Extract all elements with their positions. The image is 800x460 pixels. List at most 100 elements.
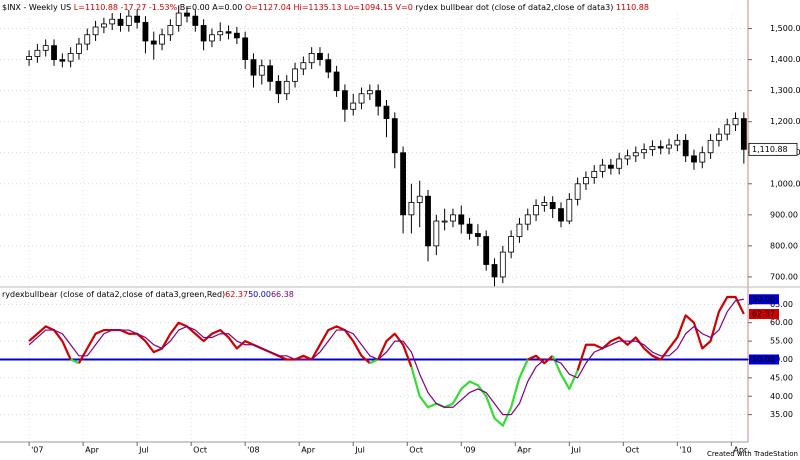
x-tick-label: Oct: [409, 446, 423, 455]
y-tick-label: 55.00: [770, 337, 793, 346]
header-part: L=1110.88 -17.27 -1.53%: [74, 3, 180, 12]
candle-body: [508, 236, 515, 253]
y-tick-label: 35.00: [770, 410, 793, 419]
candle-body: [142, 21, 149, 42]
x-tick-label: Apr: [85, 446, 100, 455]
y-tick-label: 1,200.00: [770, 117, 800, 126]
x-tick-label: Jul: [354, 446, 365, 455]
candle-body: [441, 220, 448, 223]
candle-body: [200, 25, 207, 42]
x-tick-label: '08: [247, 446, 259, 455]
candle-body: [450, 214, 456, 222]
candle-body: [125, 15, 132, 26]
candle-body: [84, 34, 91, 45]
value-tag-box: [749, 294, 779, 305]
candle-body: [499, 251, 506, 278]
candle-body: [150, 40, 157, 45]
candle-body: [433, 220, 440, 247]
candle-body: [275, 80, 282, 95]
candle-body: [383, 105, 390, 119]
value-tag-box: [749, 354, 779, 365]
indicator-line: [410, 359, 529, 427]
candle-body: [333, 71, 340, 92]
x-tick-label: '09: [463, 446, 475, 455]
x-tick-label: Jul: [570, 446, 581, 455]
candle-body: [209, 34, 215, 42]
candle-body: [308, 52, 315, 64]
candle-body: [225, 31, 232, 34]
candle-body: [607, 164, 614, 169]
candle-body: [267, 65, 274, 82]
candle-body: [624, 155, 631, 160]
candle-body: [666, 144, 672, 149]
candle-body: [250, 59, 257, 76]
candle-body: [533, 205, 539, 216]
x-tick-label: Apr: [517, 446, 532, 455]
candle-body: [466, 223, 473, 234]
indicator-line: [551, 355, 579, 390]
candle-body: [674, 139, 681, 146]
value-tag: 62.37: [752, 310, 775, 319]
value-tag: 50.00: [752, 295, 775, 304]
candle-body: [549, 202, 556, 210]
candle-body: [184, 12, 190, 17]
candle-body: [641, 149, 648, 154]
price-tag-box: [748, 142, 798, 156]
candle-body: [657, 146, 664, 149]
candle-body: [682, 139, 689, 157]
y-tick-label: 60.00: [770, 318, 793, 327]
price-tag: 1,110.88: [752, 145, 788, 154]
candle-body: [599, 164, 606, 172]
indicator-line: [369, 358, 379, 365]
y-tick-label: 45.00: [770, 373, 793, 382]
candle-body: [350, 102, 357, 110]
candle-body: [117, 18, 124, 26]
y-tick-label: 800.00: [770, 241, 798, 250]
y-tick-label: 1,300.00: [770, 86, 800, 95]
candle-body: [92, 26, 99, 36]
value-tag: 50.00: [752, 355, 775, 364]
candle-body: [366, 90, 373, 95]
candle-body: [358, 93, 365, 104]
candle-body: [583, 177, 589, 185]
header-part: 1110.88: [616, 3, 649, 12]
x-tick-label: Oct: [193, 446, 207, 455]
candle-body: [524, 214, 531, 225]
candle-body: [292, 68, 298, 82]
candle-body: [59, 59, 66, 62]
candle-body: [258, 65, 265, 76]
candle-body: [516, 223, 523, 237]
candle-body: [342, 90, 348, 110]
candle-body: [632, 152, 639, 157]
candle-body: [732, 118, 739, 126]
header-part: rydex bullbear dot (close of data2,close…: [415, 3, 616, 12]
candle-body: [300, 62, 307, 70]
candle-body: [192, 15, 199, 26]
x-tick-label: Jul: [138, 446, 149, 455]
candle-body: [558, 208, 564, 222]
candle-body: [391, 118, 398, 154]
candle-body: [425, 195, 431, 247]
y-tick-label: 65.00: [770, 300, 793, 309]
indicator-header: rydexbullbear (close of data2,close of d…: [2, 290, 294, 299]
candle-body: [34, 49, 41, 57]
y-tick-label: 900.00: [770, 210, 798, 219]
candle-body: [483, 236, 490, 265]
y-tick-label: 50.00: [770, 355, 793, 364]
y-tick-label: 700.00: [770, 272, 798, 281]
candle-body: [375, 90, 382, 107]
indicator-readout: 50.00: [248, 290, 271, 299]
candle-body: [707, 139, 714, 154]
candle-body: [67, 52, 74, 62]
candle-body: [716, 133, 722, 141]
candle-body: [416, 195, 423, 203]
indicator-title: rydexbullbear (close of data2,close of d…: [2, 290, 225, 299]
header-part: $INX - Weekly US: [2, 3, 74, 12]
candle-body: [591, 170, 598, 178]
candle-body: [167, 25, 174, 36]
candle-body: [175, 12, 182, 26]
candle-body: [109, 18, 116, 25]
candle-body: [699, 152, 706, 163]
candle-body: [541, 202, 548, 206]
candle-body: [408, 202, 415, 216]
